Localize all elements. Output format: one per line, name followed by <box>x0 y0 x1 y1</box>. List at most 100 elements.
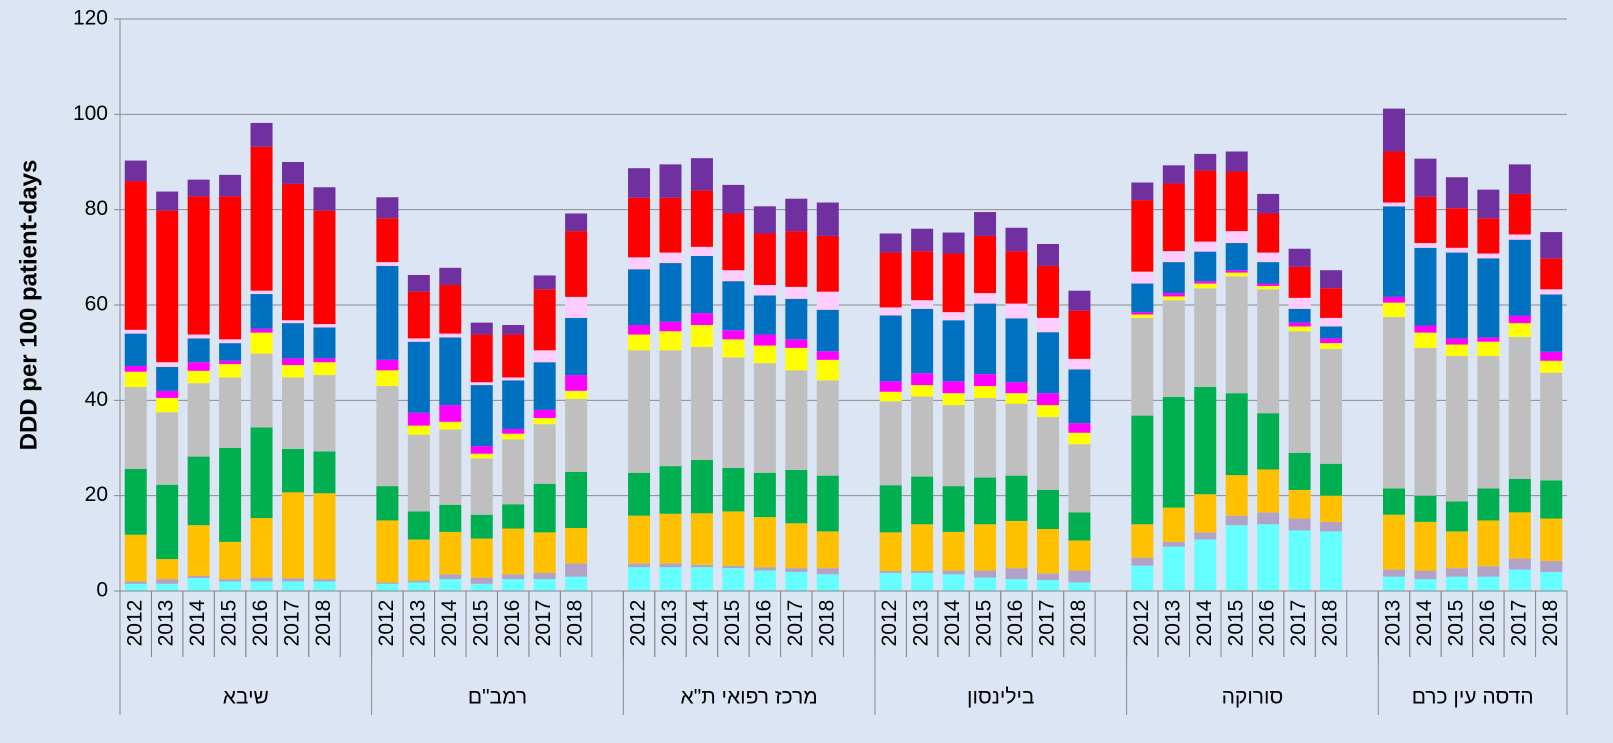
bar-segment <box>1257 283 1280 286</box>
bar-segment <box>156 390 179 398</box>
x-tick-label: 2014 <box>186 599 209 646</box>
bar-segment <box>785 523 808 569</box>
bar-segment <box>628 334 651 351</box>
bar-segment <box>313 327 336 359</box>
bar-segment <box>628 563 651 568</box>
x-tick-label: 2013 <box>658 600 681 647</box>
bar-segment <box>470 583 493 591</box>
bar-segment <box>376 218 399 263</box>
bar-segment <box>282 377 305 449</box>
bar-segment <box>753 284 776 296</box>
bar-segment <box>942 312 965 321</box>
bar-segment <box>533 424 556 484</box>
bar-segment <box>376 359 399 371</box>
bar-segment <box>1382 151 1405 203</box>
bar-segment <box>1068 570 1091 583</box>
bar-segment <box>470 538 493 578</box>
bar-segment <box>628 257 651 270</box>
bar-segment <box>439 574 462 580</box>
bar-segment <box>219 196 242 340</box>
bar-segment <box>313 581 336 591</box>
x-tick-label: 2013 <box>155 600 178 647</box>
bar-segment <box>565 398 588 472</box>
bar-segment <box>1540 232 1563 259</box>
bar-segment <box>911 524 934 571</box>
bar-segment <box>1445 568 1468 577</box>
bar-segment <box>502 334 525 378</box>
bar-segment <box>1288 248 1311 267</box>
bar-segment <box>1225 276 1248 394</box>
bar-segment <box>879 401 902 486</box>
bar-segment <box>187 338 210 363</box>
bar-segment <box>879 532 902 571</box>
x-tick-label: 2017 <box>784 600 807 647</box>
bar-segment <box>282 320 305 324</box>
bar-segment <box>753 472 776 518</box>
bar-segment <box>124 583 147 591</box>
bar-segment <box>628 472 651 516</box>
bar-segment <box>407 291 430 339</box>
bar-segment <box>1162 396 1185 508</box>
bar-segment <box>1382 302 1405 317</box>
bar-segment <box>659 563 682 568</box>
bar-segment <box>282 581 305 591</box>
bar-segment <box>1225 243 1248 271</box>
bar-segment <box>565 231 588 297</box>
bar-segment <box>1477 341 1500 357</box>
bar-segment <box>1288 266 1311 298</box>
bar-segment <box>1288 297 1311 309</box>
bar-segment <box>816 380 839 476</box>
bar-segment <box>1445 356 1468 502</box>
bar-segment <box>1540 289 1563 295</box>
bar-segment <box>816 531 839 569</box>
bar-segment <box>785 571 808 591</box>
bar-segment <box>470 453 493 459</box>
bar-segment <box>1320 326 1343 339</box>
bar-segment <box>470 334 493 383</box>
bar-segment <box>250 294 273 329</box>
bar-segment <box>1382 488 1405 515</box>
bar-segment <box>1131 182 1154 201</box>
bar-segment <box>219 448 242 542</box>
bar-segment <box>1225 151 1248 172</box>
bar-segment <box>1414 196 1437 244</box>
bar-segment <box>659 331 682 351</box>
bar-segment <box>187 575 210 579</box>
bar-segment <box>1131 415 1154 525</box>
bar-segment <box>690 313 713 326</box>
bar-segment <box>816 359 839 381</box>
bar-segment <box>785 231 808 287</box>
bar-segment <box>1036 405 1059 418</box>
bar-segment <box>282 183 305 321</box>
bar-segment <box>1131 557 1154 566</box>
bar-segment <box>124 333 147 367</box>
bar-segment <box>690 346 713 460</box>
bar-segment <box>1162 251 1185 263</box>
bar-segment <box>1445 501 1468 532</box>
bar-segment <box>942 381 965 394</box>
y-tick-label: 20 <box>85 483 108 506</box>
bar-segment <box>1131 524 1154 558</box>
bar-segment <box>313 324 336 328</box>
x-tick-label: 2017 <box>1507 600 1530 647</box>
x-tick-label: 2018 <box>1319 600 1342 647</box>
bar-segment <box>1540 294 1563 352</box>
x-tick-label: 2015 <box>218 600 241 647</box>
bar-segment <box>282 323 305 359</box>
bar-segment <box>785 568 808 572</box>
bar-segment <box>974 577 997 591</box>
bar-segment <box>124 181 147 330</box>
bar-segment <box>156 412 179 485</box>
x-tick-label: 2018 <box>1067 600 1090 647</box>
bar-segment <box>785 298 808 340</box>
bar-segment <box>1320 270 1343 289</box>
y-axis-label: DDD per 100 patient-days <box>15 160 42 451</box>
bar-segment <box>816 202 839 236</box>
bar-segment <box>911 572 934 591</box>
bar-segment <box>1288 489 1311 519</box>
bar-segment <box>565 213 588 232</box>
bar-segment <box>1477 218 1500 254</box>
x-tick-label: 2017 <box>281 600 304 647</box>
y-tick-label: 0 <box>96 579 108 602</box>
bar-segment <box>1257 289 1280 414</box>
